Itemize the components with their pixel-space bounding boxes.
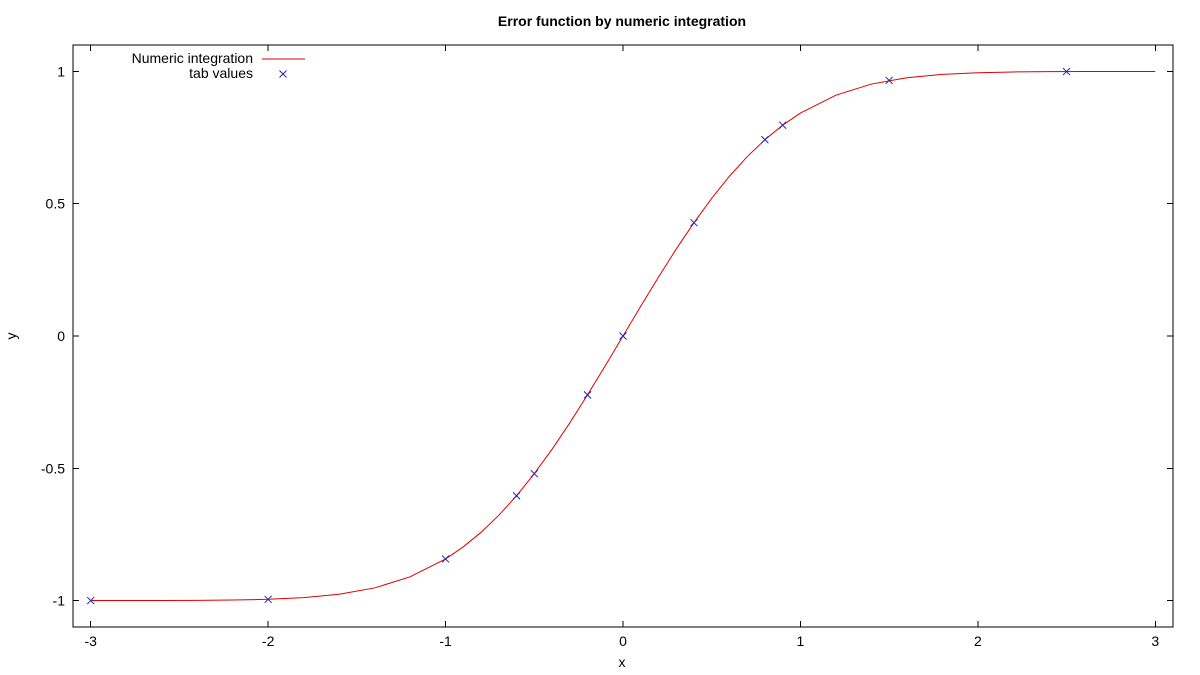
data-point-tab-value [778,121,787,130]
x-tick-label: -1 [439,633,452,649]
data-point-tab-value [619,332,627,340]
legend: Numeric integration tab values [132,50,305,81]
data-point-tab-value [512,491,521,500]
x-axis-label: x [619,654,626,670]
legend-label-tab-values: tab values [189,65,253,81]
y-tick-label: 0.5 [46,196,66,212]
legend-marker-x [279,70,287,78]
data-point-tab-value [86,596,95,605]
axis-ticks [73,45,1173,627]
y-tick-label: 0 [57,328,65,344]
y-tick-labels: -1 -0.5 0 0.5 1 [41,63,65,608]
legend-marker-tab-values [279,70,287,78]
y-tick-label: 1 [57,63,65,79]
data-point-tab-value [885,76,893,85]
y-tick-label: -0.5 [41,460,65,476]
x-tick-labels: -3 -2 -1 0 1 2 3 [85,633,1160,649]
x-tick-label: -2 [262,633,275,649]
data-point-tab-value [530,469,539,478]
chart-title: Error function by numeric integration [498,13,746,29]
data-point-tab-value [264,595,273,604]
y-tick-label: -1 [53,593,66,609]
x-tick-label: 3 [1151,633,1159,649]
data-point-tab-value [583,391,592,399]
data-point-tab-value [690,218,698,227]
x-tick-label: 1 [797,633,805,649]
x-tick-label: 2 [974,633,982,649]
data-point-tab-value [1062,67,1071,76]
plot-area [86,67,1156,605]
legend-label-numeric-integration: Numeric integration [132,50,253,66]
y-axis-label: y [3,333,19,340]
data-point-tab-value [441,555,450,563]
x-tick-label: -3 [85,633,98,649]
x-tick-label: 0 [619,633,627,649]
data-point-tab-value [761,135,769,144]
